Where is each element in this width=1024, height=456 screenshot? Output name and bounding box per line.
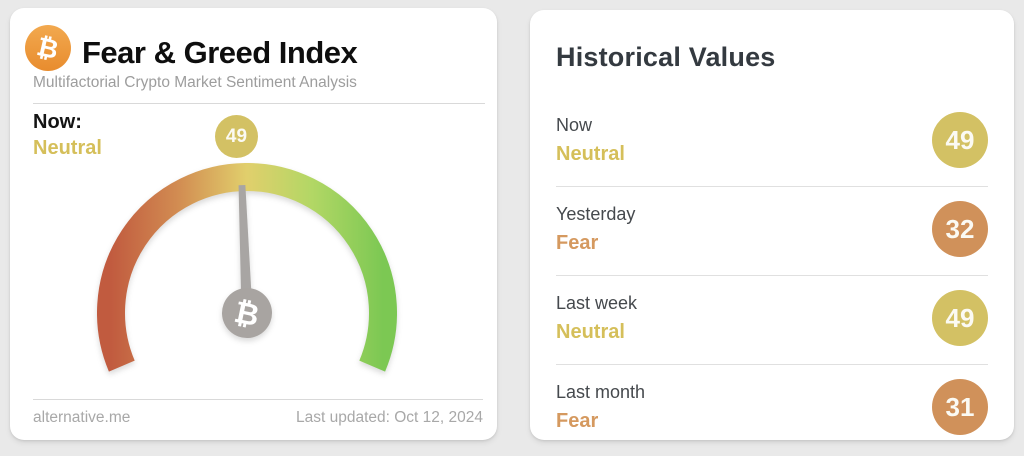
row-sentiment: Neutral (556, 321, 625, 343)
historical-row-yesterday: Yesterday Fear 32 (556, 187, 988, 276)
row-period-label: Last week (556, 293, 638, 313)
historical-row-now: Now Neutral 49 (556, 98, 988, 187)
page-title: Fear & Greed Index (82, 35, 358, 70)
bitcoin-symbol: ₿ (34, 31, 62, 66)
historical-row-last-month: Last month Fear 31 (556, 365, 988, 453)
gauge-needle: ₿ (222, 184, 272, 338)
row-value-badge: 49 (932, 112, 988, 168)
row-sentiment: Fear (556, 410, 599, 432)
gauge-arc (97, 163, 397, 372)
row-period-label: Yesterday (556, 204, 636, 224)
historical-values-title: Historical Values (556, 42, 776, 72)
row-sentiment: Neutral (556, 143, 625, 165)
fear-greed-card: ₿ Fear & Greed Index Multifactorial Cryp… (10, 8, 497, 440)
gauge-chart: ₿ (97, 163, 397, 372)
page-subtitle: Multifactorial Crypto Market Sentiment A… (33, 74, 357, 91)
bitcoin-icon: ₿ (25, 25, 71, 71)
row-period-label: Now (556, 115, 593, 135)
historical-rows: Now Neutral 49 Yesterday Fear 32 Last we… (556, 98, 988, 453)
row-value-badge: 31 (932, 379, 988, 435)
last-updated-text: Last updated: Oct 12, 2024 (296, 409, 483, 426)
historical-row-last-week: Last week Neutral 49 (556, 276, 988, 365)
source-link[interactable]: alternative.me (33, 409, 131, 426)
footer-divider (33, 399, 483, 400)
gauge-hub (222, 288, 272, 338)
row-value-badge: 32 (932, 201, 988, 257)
historical-values-card: Historical Values Now Neutral 49 Yesterd… (530, 10, 1014, 440)
row-value-badge: 49 (932, 290, 988, 346)
header-divider (33, 103, 485, 104)
now-sentiment: Neutral (33, 137, 102, 159)
row-sentiment: Fear (556, 232, 599, 254)
row-period-label: Last month (556, 382, 646, 402)
gauge-value-badge: 49 (215, 115, 258, 158)
now-label: Now: (33, 111, 82, 133)
card-footer: alternative.me Last updated: Oct 12, 202… (33, 409, 483, 427)
